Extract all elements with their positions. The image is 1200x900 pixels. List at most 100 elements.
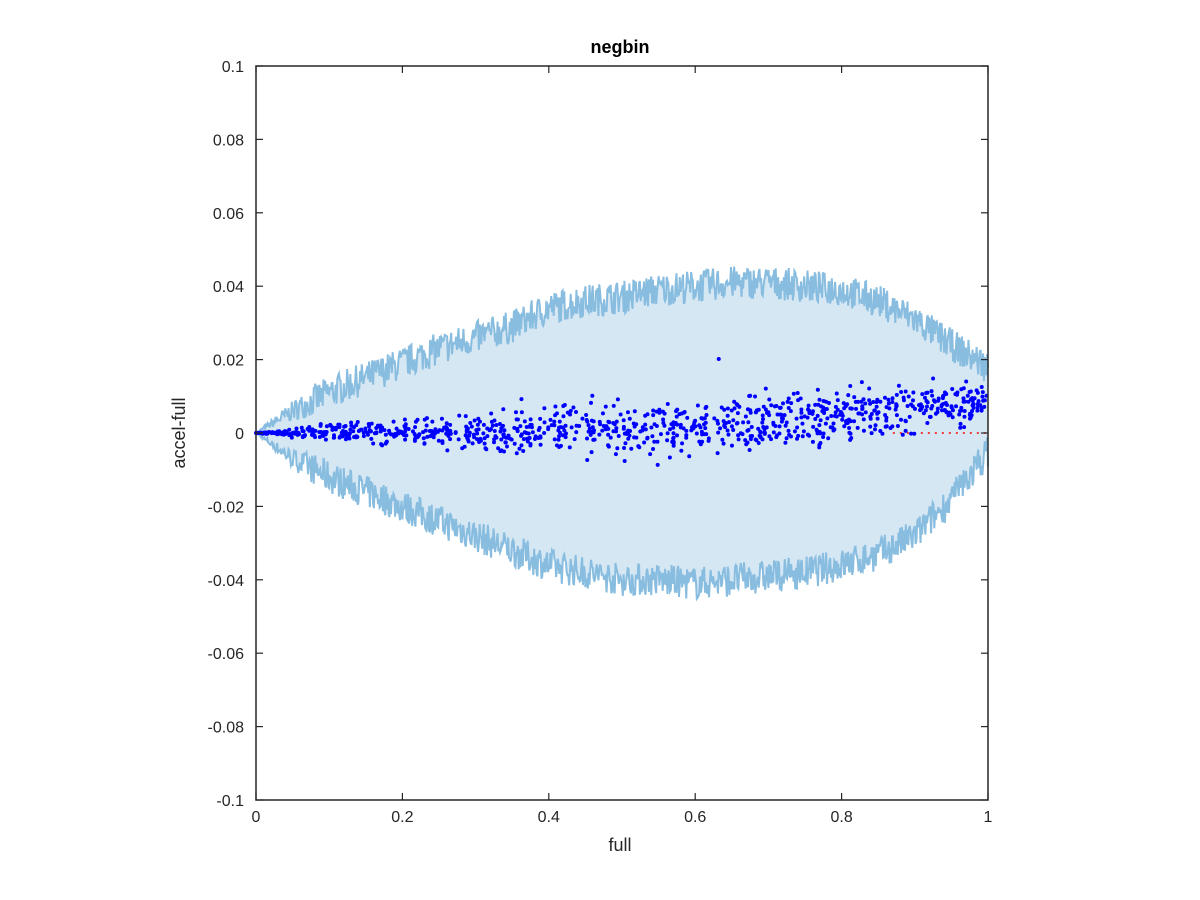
chart-title: negbin <box>591 37 650 57</box>
scatter-point <box>661 417 666 422</box>
scatter-point <box>562 428 567 433</box>
scatter-point <box>324 424 329 429</box>
scatter-point <box>859 380 864 385</box>
scatter-point <box>508 436 513 441</box>
scatter-point <box>586 429 591 434</box>
scatter-point <box>852 419 857 424</box>
scatter-point <box>967 389 972 394</box>
scatter-point <box>813 416 818 421</box>
scatter-point <box>697 439 702 444</box>
scatter-point <box>725 406 730 411</box>
scatter-point <box>622 446 627 451</box>
x-axis-label: full <box>608 835 631 855</box>
scatter-point <box>329 424 333 429</box>
scatter-point <box>403 437 408 442</box>
scatter-point <box>732 399 737 404</box>
scatter-point <box>618 412 623 417</box>
scatter-point <box>941 393 946 398</box>
scatter-point <box>476 416 481 421</box>
scatter-point <box>788 434 793 439</box>
scatter-point <box>296 430 301 435</box>
scatter-point <box>643 422 648 427</box>
scatter-point <box>777 431 782 436</box>
scatter-point <box>294 426 299 431</box>
scatter-point <box>313 428 318 433</box>
scatter-point <box>383 432 388 437</box>
scatter-point <box>448 437 453 442</box>
scatter-point <box>848 419 853 424</box>
scatter-point <box>380 443 385 448</box>
scatter-point <box>729 408 734 413</box>
scatter-point <box>699 416 704 421</box>
scatter-point <box>574 423 579 428</box>
scatter-point <box>828 425 833 430</box>
scatter-point <box>736 433 741 438</box>
scatter-point <box>469 424 474 429</box>
scatter-point <box>818 418 823 423</box>
scatter-point <box>515 417 520 422</box>
scatter-point <box>799 415 804 420</box>
scatter-point <box>572 437 577 442</box>
scatter-point <box>971 403 976 408</box>
scatter-point <box>912 431 917 436</box>
scatter-point <box>600 428 605 433</box>
scatter-point <box>499 448 504 453</box>
scatter-point <box>657 407 662 412</box>
scatter-point <box>734 421 739 426</box>
scatter-point <box>761 404 766 409</box>
y-tick-label: -0.02 <box>208 499 245 516</box>
scatter-point <box>795 391 800 396</box>
scatter-point <box>626 436 631 441</box>
scatter-point <box>771 420 776 425</box>
scatter-point <box>747 394 752 399</box>
scatter-point <box>519 432 524 437</box>
scatter-point <box>732 406 737 411</box>
scatter-point <box>356 429 361 434</box>
scatter-point <box>498 429 503 434</box>
scatter-point <box>592 437 597 442</box>
scatter-point <box>863 410 868 415</box>
scatter-point <box>589 400 594 405</box>
scatter-point <box>888 426 893 431</box>
scatter-point <box>706 438 711 443</box>
scatter-point <box>801 429 806 434</box>
scatter-point <box>813 402 818 407</box>
scatter-point <box>786 406 791 411</box>
scatter-point <box>489 419 494 424</box>
scatter-point <box>821 434 826 439</box>
scatter-point <box>975 408 980 413</box>
scatter-point <box>682 410 687 415</box>
scatter-point <box>846 393 851 398</box>
scatter-point <box>963 399 968 404</box>
scatter-point <box>561 414 566 419</box>
scatter-point <box>781 401 786 406</box>
scatter-point <box>718 426 723 431</box>
scatter-point <box>791 391 796 396</box>
scatter-point <box>601 423 606 428</box>
scatter-point <box>330 427 335 432</box>
scatter-point <box>760 413 765 418</box>
y-tick-label: 0.1 <box>222 59 244 76</box>
scatter-point <box>976 399 981 404</box>
scatter-point <box>842 424 847 429</box>
scatter-point <box>662 411 667 416</box>
scatter-point <box>920 392 925 397</box>
scatter-point <box>829 413 834 418</box>
scatter-point <box>933 411 938 416</box>
scatter-point <box>935 406 940 411</box>
scatter-point <box>391 419 396 424</box>
scatter-point <box>970 409 975 414</box>
scatter-point <box>662 423 667 428</box>
scatter-point <box>475 431 480 436</box>
scatter-point <box>528 443 533 448</box>
scatter-point <box>524 424 529 429</box>
scatter-point <box>702 416 707 421</box>
scatter-point <box>423 428 428 433</box>
scatter-point <box>890 400 895 405</box>
band-upper-line <box>255 266 989 434</box>
scatter-point <box>346 433 351 438</box>
scatter-point <box>845 420 850 425</box>
scatter-point <box>905 404 910 408</box>
scatter-point <box>571 405 576 410</box>
scatter-point <box>824 399 829 404</box>
